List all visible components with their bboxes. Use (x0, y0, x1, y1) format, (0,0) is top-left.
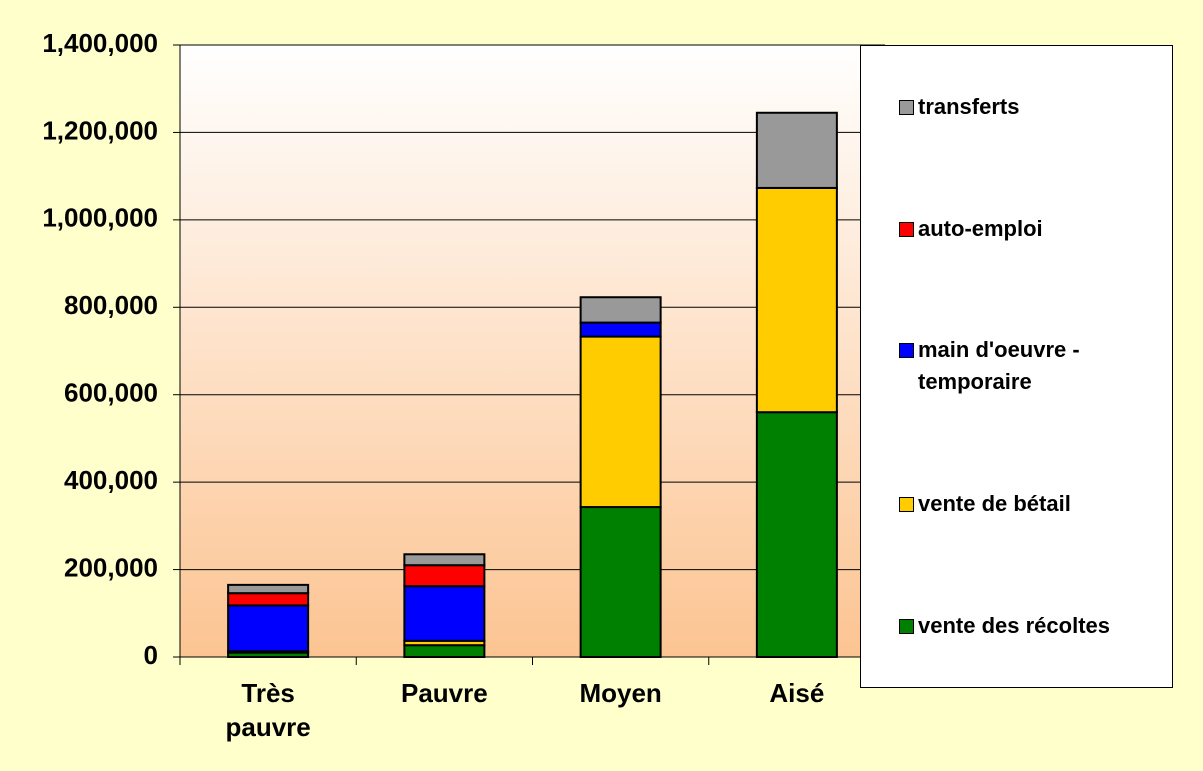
y-tick-label: 1,000,000 (42, 203, 158, 233)
bar-segment (403, 644, 486, 659)
legend-swatch (899, 99, 914, 115)
bar-segment (227, 592, 310, 607)
y-tick-label: 1,200,000 (42, 115, 158, 145)
y-tick-label: 800,000 (64, 290, 158, 320)
y-tick-label: 0 (144, 640, 158, 670)
bar-segment (579, 506, 662, 658)
legend-label: vente de bétail (918, 491, 1071, 517)
legend-entry: main d'oeuvre - temporaire (899, 334, 1162, 398)
legend-entry: transferts (899, 91, 1162, 123)
x-tick-label: Moyen (579, 678, 662, 708)
bar-segment (579, 335, 662, 509)
legend-swatch (899, 221, 914, 237)
legend-entry: auto-emploi (899, 213, 1162, 245)
x-tick-label: Aisé (769, 678, 825, 708)
legend-swatch (899, 497, 914, 513)
y-tick-label: 1,400,000 (42, 28, 158, 58)
legend-label: vente des récoltes (918, 613, 1110, 639)
legend-swatch (899, 343, 914, 359)
legend-label: main d'oeuvre - temporaire (918, 337, 1080, 395)
bar-segment (227, 604, 310, 653)
bar-segment (403, 585, 486, 642)
bar-segment (403, 564, 486, 588)
legend-entry: vente des récoltes (899, 610, 1162, 642)
bar-segment (755, 411, 838, 659)
legend-label: auto-emploi (918, 215, 1043, 241)
legend-label: transferts (918, 93, 1020, 119)
bar-segment (755, 186, 838, 414)
bar-segment (579, 296, 662, 324)
x-tick-label: Pauvre (401, 678, 488, 708)
y-tick-label: 600,000 (64, 378, 158, 408)
legend-entry: vente de bétail (899, 488, 1162, 520)
y-tick-label: 200,000 (64, 552, 158, 582)
bar-segment (579, 321, 662, 338)
bar-segment (403, 553, 486, 567)
legend-swatch (899, 619, 914, 635)
bar-segment (755, 111, 838, 189)
legend: transferts auto-emploi main d'oeuvre - tem… (860, 45, 1173, 688)
bar-segment (227, 583, 310, 595)
y-tick-label: 400,000 (64, 465, 158, 495)
x-tick-label: Très pauvre (225, 678, 311, 742)
